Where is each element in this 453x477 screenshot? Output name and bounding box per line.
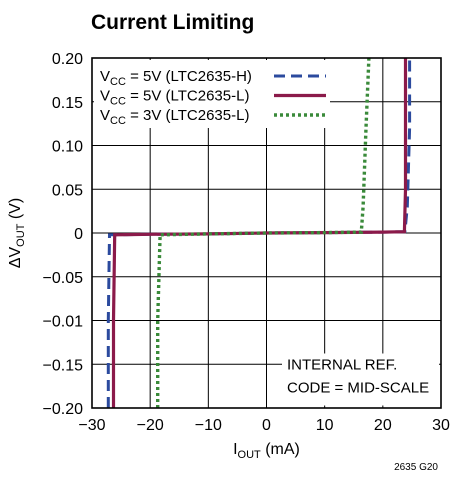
x-tick-label: −10 xyxy=(195,417,222,434)
x-tick-label: 10 xyxy=(316,417,334,434)
y-tick-label: 0.15 xyxy=(52,95,83,112)
chart-title: Current Limiting xyxy=(91,11,254,34)
y-tick-label: −0.15 xyxy=(43,357,84,374)
y-tick-label: −0.01 xyxy=(43,314,84,331)
y-axis-label: ΔVOUT (V) xyxy=(7,198,27,268)
y-tick-label: −0.20 xyxy=(43,401,84,418)
x-tick-label: 30 xyxy=(432,417,450,434)
x-axis-label: IOUT (mA) xyxy=(233,441,300,461)
x-tick-label: 0 xyxy=(262,417,271,434)
y-tick-label: 0.10 xyxy=(52,139,83,156)
y-tick-label: 0 xyxy=(74,226,83,243)
annotation: INTERNAL REF. CODE = MID-SCALE xyxy=(282,354,439,406)
legend: VCC = 5V (LTC2635-H)VCC = 5V (LTC2635-L)… xyxy=(94,60,330,128)
x-tick-label: −20 xyxy=(137,417,164,434)
y-tick-label: −0.05 xyxy=(43,270,84,287)
figure-id: 2635 G20 xyxy=(394,462,438,473)
x-tick-label: −30 xyxy=(78,417,105,434)
annotation-line-2: CODE = MID-SCALE xyxy=(287,379,429,396)
x-tick-label: 20 xyxy=(374,417,392,434)
y-tick-label: 0.05 xyxy=(52,182,83,199)
annotation-line-1: INTERNAL REF. xyxy=(287,356,397,373)
y-tick-label: 0.20 xyxy=(52,51,83,68)
